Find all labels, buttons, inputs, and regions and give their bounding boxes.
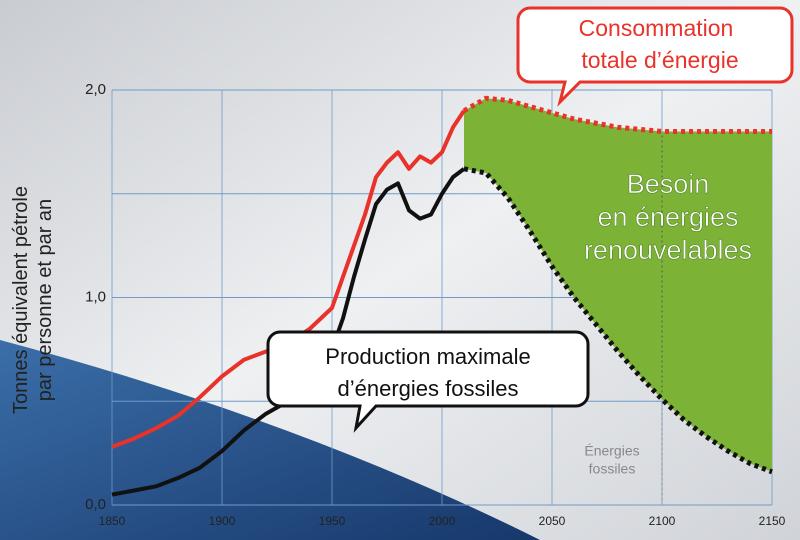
callout-box (266, 330, 590, 433)
y-axis-label-line: par personne et par an (34, 199, 56, 401)
annotation: d’énergies fossiles (338, 376, 519, 401)
x-tick-label: 1850 (99, 514, 126, 528)
y-axis-label: Tonnes équivalent pétrole par personne et… (10, 186, 56, 414)
annotation: en énergies (597, 202, 738, 232)
series-line (111, 167, 466, 497)
y-tick-label: 2,0 (85, 81, 106, 98)
y-tick-label: 0,0 (85, 496, 106, 513)
x-tick-label: 2100 (649, 514, 676, 528)
x-tick-label: 2000 (429, 514, 456, 528)
y-tick-label: 1,0 (85, 288, 106, 305)
annotation: Production maximale (325, 344, 530, 369)
series-line (462, 95, 772, 134)
annotation: Énergies (584, 443, 639, 459)
annotation: totale d’énergie (581, 47, 738, 73)
series-line (463, 166, 773, 475)
series-line (111, 109, 466, 449)
y-axis-label-line: Tonnes équivalent pétrole (10, 186, 32, 414)
callout-box (516, 6, 794, 107)
x-tick-label: 2150 (759, 514, 786, 528)
annotation: fossiles (589, 461, 636, 477)
annotation: Consommation (579, 15, 734, 41)
x-tick-label: 1950 (319, 514, 346, 528)
annotation: Besoin (627, 169, 710, 199)
renewable-gap-area (464, 98, 772, 472)
x-tick-label: 1900 (209, 514, 236, 528)
x-tick-label: 2050 (539, 514, 566, 528)
annotation: renouvelables (584, 235, 752, 265)
